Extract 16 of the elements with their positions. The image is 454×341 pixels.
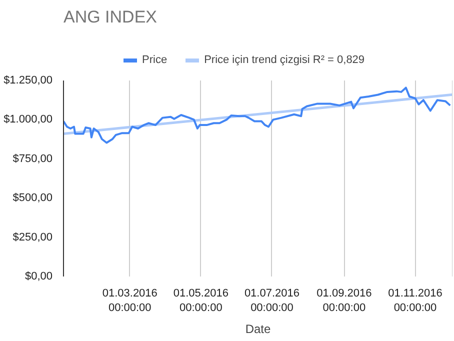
x-tick-label: 01.11.2016 00:00:00: [388, 288, 442, 314]
y-tick-label: $750,00: [12, 152, 53, 165]
y-tick-label: $500,00: [12, 192, 53, 204]
y-tick-label: $0,00: [24, 270, 53, 282]
y-tick-label: $1.000,00: [4, 114, 52, 126]
x-tick-label: 01.09.2016 00:00:00: [316, 288, 372, 314]
line-series: [64, 86, 452, 144]
x-tick-label: 01.03.2016 00:00:00: [102, 288, 158, 314]
legend-label: Price: [142, 54, 168, 66]
y-tick-label: $1.250,00: [4, 74, 52, 86]
x-tick-label: 01.07.2016 00:00:00: [244, 288, 300, 314]
legend-label: Price için trend çizgisi R² = 0,829: [204, 54, 365, 66]
x-tick-label: 01.05.2016 00:00:00: [173, 288, 228, 314]
chart-title: ANG INDEX: [64, 8, 158, 26]
x-axis-title: Date: [245, 322, 271, 336]
y-tick-label: $250,00: [12, 231, 53, 244]
